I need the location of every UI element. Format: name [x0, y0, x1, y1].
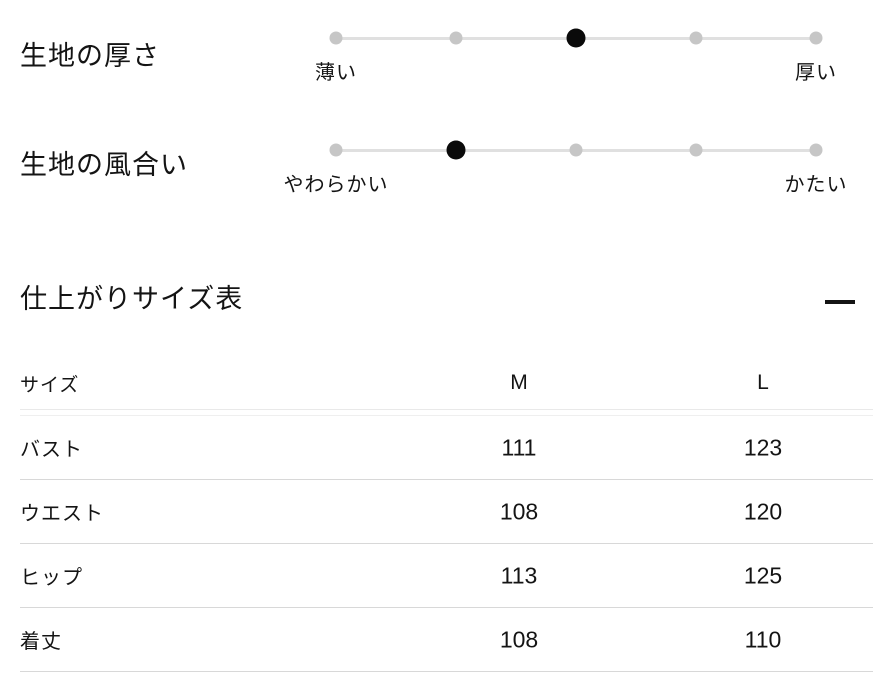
fabric-texture-max-label: かたい: [784, 174, 848, 196]
l-column-header: L: [757, 371, 769, 394]
minus-icon: [825, 300, 855, 304]
scale-dot: [569, 143, 583, 157]
table-row-length: 着丈 108 110: [20, 608, 873, 672]
cell-l: 123: [743, 434, 783, 460]
cell-l: 120: [743, 498, 783, 524]
scale-dot: [329, 143, 343, 157]
cell-m: 111: [501, 434, 537, 460]
cell-l: 110: [744, 626, 782, 652]
row-label: 着丈: [20, 631, 62, 653]
row-label: バスト: [20, 439, 83, 461]
table-row-hip: ヒップ 113 125: [20, 544, 873, 608]
table-row-waist: ウエスト 108 120: [20, 480, 873, 544]
row-label: ヒップ: [20, 567, 83, 589]
table-row-bust: バスト 111 123: [20, 416, 873, 480]
collapse-section-button[interactable]: [815, 288, 865, 316]
size-column-header: サイズ: [20, 374, 80, 396]
scale-dot: [689, 31, 703, 45]
fabric-texture-label: 生地の風合い: [20, 150, 188, 180]
scale-dot: [689, 143, 703, 157]
scale-dot: [449, 31, 463, 45]
fabric-thickness-label: 生地の厚さ: [20, 41, 160, 71]
cell-m: 113: [500, 562, 538, 588]
size-table-title: 仕上がりサイズ表: [20, 284, 244, 314]
cell-m: 108: [499, 498, 539, 524]
cell-l: 125: [743, 562, 783, 588]
scale-dot: [329, 31, 343, 45]
header-divider: [20, 409, 873, 416]
scale-dot-active: [446, 140, 466, 160]
m-column-header: M: [510, 371, 528, 394]
scale-dot: [809, 31, 823, 45]
size-table-header: サイズ M L: [20, 357, 873, 409]
cell-m: 108: [499, 626, 539, 652]
fabric-texture-min-label: やわらかい: [283, 174, 389, 196]
scale-dot-active: [566, 28, 586, 48]
size-table: サイズ M L バスト 111 123 ウエスト 108 120 ヒップ 113…: [20, 357, 873, 672]
fabric-thickness-min-label: 薄い: [315, 62, 357, 84]
fabric-thickness-max-label: 厚い: [795, 62, 837, 84]
row-label: ウエスト: [20, 503, 104, 525]
scale-dot: [809, 143, 823, 157]
